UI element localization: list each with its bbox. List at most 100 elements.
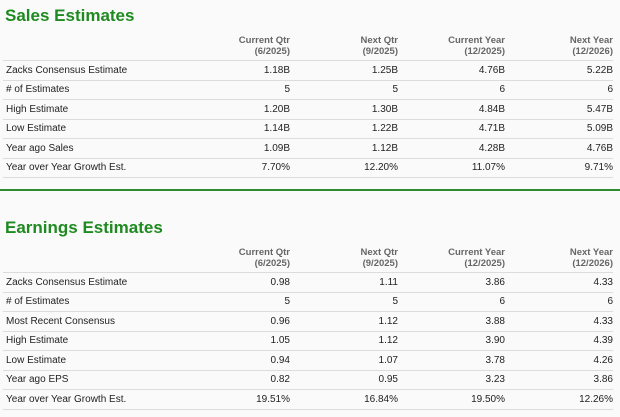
- table-row: Zacks Consensus Estimate 0.98 1.11 3.86 …: [3, 272, 613, 293]
- header-next-qtr: Next Qtr (9/2025): [290, 246, 398, 273]
- header-current-qtr: Current Qtr (6/2025): [183, 246, 290, 273]
- cell-value: 5: [183, 292, 290, 312]
- header-line2: (6/2025): [254, 46, 290, 57]
- cell-value: 1.30B: [290, 99, 398, 120]
- cell-value: 1.20B: [183, 99, 290, 120]
- table-row: Low Estimate 0.94 1.07 3.78 4.26: [3, 350, 613, 371]
- cell-value: 3.86: [398, 272, 505, 293]
- row-label: Zacks Consensus Estimate: [3, 272, 183, 293]
- row-label: # of Estimates: [3, 80, 183, 100]
- cell-value: 5.09B: [505, 119, 613, 139]
- cell-value: 4.33: [505, 272, 613, 293]
- cell-value: 1.22B: [290, 119, 398, 139]
- cell-value: 5.47B: [505, 99, 613, 120]
- cell-value: 5: [290, 292, 398, 312]
- header-line2: (6/2025): [254, 258, 290, 269]
- row-label: Low Estimate: [3, 119, 183, 139]
- row-label: Most Recent Consensus: [3, 311, 183, 332]
- row-label: Low Estimate: [3, 350, 183, 371]
- cell-value: 3.78: [398, 350, 505, 371]
- earnings-estimates-table: Current Qtr (6/2025) Next Qtr (9/2025) Cur…: [3, 246, 613, 410]
- cell-value: 1.12: [290, 331, 398, 351]
- cell-value: 4.84B: [398, 99, 505, 120]
- cell-value: 0.95: [290, 370, 398, 390]
- row-label: High Estimate: [3, 331, 183, 351]
- header-line2: (12/2026): [572, 46, 613, 57]
- cell-value: 3.88: [398, 311, 505, 332]
- cell-value: 1.14B: [183, 119, 290, 139]
- header-line2: (9/2025): [362, 46, 398, 57]
- table-row: Zacks Consensus Estimate 1.18B 1.25B 4.7…: [3, 60, 613, 81]
- table-row: Most Recent Consensus 0.96 1.12 3.88 4.3…: [3, 311, 613, 332]
- cell-value: 1.12B: [290, 138, 398, 159]
- cell-value: 4.28B: [398, 138, 505, 159]
- cell-value: 5: [183, 80, 290, 100]
- section-divider: [0, 189, 620, 191]
- header-line2: (12/2025): [464, 258, 505, 269]
- cell-value: 0.96: [183, 311, 290, 332]
- table-row: # of Estimates 5 5 6 6: [3, 80, 613, 100]
- header-line1: Next Qtr: [360, 247, 398, 258]
- sales-estimates-table: Current Qtr (6/2025) Next Qtr (9/2025) Cur…: [3, 34, 613, 178]
- cell-value: 19.51%: [183, 389, 290, 410]
- cell-value: 16.84%: [290, 389, 398, 410]
- header-next-year: Next Year (12/2026): [505, 34, 613, 61]
- cell-value: 4.39: [505, 331, 613, 351]
- header-line2: (12/2025): [464, 46, 505, 57]
- cell-value: 0.82: [183, 370, 290, 390]
- row-label: Year ago Sales: [3, 138, 183, 159]
- row-label: Year ago EPS: [3, 370, 183, 390]
- cell-value: 1.05: [183, 331, 290, 351]
- table-row: High Estimate 1.20B 1.30B 4.84B 5.47B: [3, 99, 613, 120]
- table-row: Year over Year Growth Est. 7.70% 12.20% …: [3, 158, 613, 178]
- header-next-year: Next Year (12/2026): [505, 246, 613, 273]
- header-current-year: Current Year (12/2025): [398, 246, 505, 273]
- cell-value: 6: [398, 292, 505, 312]
- header-line2: (12/2026): [572, 258, 613, 269]
- table-row: High Estimate 1.05 1.12 3.90 4.39: [3, 331, 613, 351]
- table-row: Year over Year Growth Est. 19.51% 16.84%…: [3, 389, 613, 410]
- table-row: Year ago EPS 0.82 0.95 3.23 3.86: [3, 370, 613, 390]
- header-current-year: Current Year (12/2025): [398, 34, 505, 61]
- header-line1: Next Year: [569, 35, 613, 46]
- row-label: High Estimate: [3, 99, 183, 120]
- row-label: # of Estimates: [3, 292, 183, 312]
- header-next-qtr: Next Qtr (9/2025): [290, 34, 398, 61]
- cell-value: 3.23: [398, 370, 505, 390]
- cell-value: 4.71B: [398, 119, 505, 139]
- header-current-qtr: Current Qtr (6/2025): [183, 34, 290, 61]
- cell-value: 4.76B: [398, 60, 505, 81]
- cell-value: 6: [505, 80, 613, 100]
- sales-estimates-title: Sales Estimates: [5, 6, 135, 25]
- header-line1: Next Year: [569, 247, 613, 258]
- header-line1: Next Qtr: [360, 35, 398, 46]
- row-label: Zacks Consensus Estimate: [3, 60, 183, 81]
- cell-value: 1.12: [290, 311, 398, 332]
- header-line1: Current Qtr: [238, 247, 290, 258]
- cell-value: 1.18B: [183, 60, 290, 81]
- earnings-estimates-title: Earnings Estimates: [5, 218, 163, 237]
- cell-value: 3.90: [398, 331, 505, 351]
- cell-value: 5.22B: [505, 60, 613, 81]
- table-header-row: Current Qtr (6/2025) Next Qtr (9/2025) Cur…: [3, 34, 613, 61]
- cell-value: 0.98: [183, 272, 290, 293]
- cell-value: 19.50%: [398, 389, 505, 410]
- table-row: # of Estimates 5 5 6 6: [3, 292, 613, 312]
- cell-value: 6: [398, 80, 505, 100]
- table-header-row: Current Qtr (6/2025) Next Qtr (9/2025) Cur…: [3, 246, 613, 273]
- cell-value: 4.26: [505, 350, 613, 371]
- row-label: Year over Year Growth Est.: [3, 389, 183, 410]
- cell-value: 0.94: [183, 350, 290, 371]
- table-row: Low Estimate 1.14B 1.22B 4.71B 5.09B: [3, 119, 613, 139]
- cell-value: 1.11: [290, 272, 398, 293]
- header-line1: Current Year: [448, 247, 505, 258]
- header-label-col: [3, 34, 183, 61]
- cell-value: 3.86: [505, 370, 613, 390]
- row-label: Year over Year Growth Est.: [3, 158, 183, 178]
- header-label-col: [3, 246, 183, 273]
- table-row: Year ago Sales 1.09B 1.12B 4.28B 4.76B: [3, 138, 613, 159]
- cell-value: 12.20%: [290, 158, 398, 178]
- cell-value: 1.25B: [290, 60, 398, 81]
- cell-value: 4.76B: [505, 138, 613, 159]
- cell-value: 4.33: [505, 311, 613, 332]
